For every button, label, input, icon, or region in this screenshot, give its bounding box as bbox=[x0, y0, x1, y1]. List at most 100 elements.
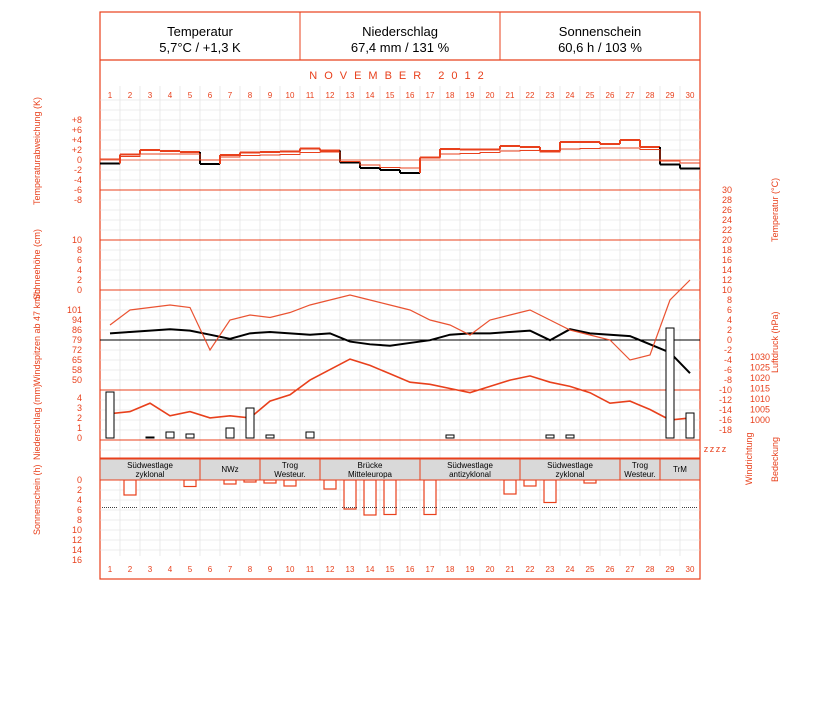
header-temperature-value: 5,7°C / +1,3 K bbox=[159, 40, 241, 55]
tick-temp-anomaly: -4 bbox=[74, 175, 82, 185]
precip-bar bbox=[685, 412, 695, 439]
series bbox=[100, 139, 700, 516]
tick-temp-anomaly: -8 bbox=[74, 195, 82, 205]
tick-precip: 4 bbox=[77, 393, 82, 403]
axis-ticks: +8+6+4+20-2-4-6-810864201019486797265585… bbox=[67, 115, 770, 565]
day-label: 16 bbox=[406, 91, 415, 100]
day-label: 27 bbox=[626, 91, 635, 100]
day-label: 3 bbox=[148, 565, 153, 574]
day-label: 17 bbox=[426, 565, 435, 574]
weather-type-label: Mitteleuropa bbox=[348, 470, 393, 479]
day-label: 8 bbox=[248, 91, 253, 100]
tick-temperature: 26 bbox=[722, 205, 732, 215]
tick-temperature: -16 bbox=[719, 415, 732, 425]
day-label: 10 bbox=[286, 565, 295, 574]
day-label: 15 bbox=[386, 91, 395, 100]
day-label: 5 bbox=[188, 565, 193, 574]
tick-wind: 94 bbox=[72, 315, 82, 325]
tick-pressure: 1015 bbox=[750, 384, 770, 394]
tick-temperature: 14 bbox=[722, 265, 732, 275]
header-precipitation-label: Niederschlag bbox=[362, 24, 438, 39]
day-label: 2 bbox=[128, 565, 133, 574]
day-label: 20 bbox=[486, 565, 495, 574]
axis-label-sunshine: Sonnenschein (h) bbox=[32, 464, 42, 535]
day-label: 19 bbox=[466, 91, 475, 100]
weather-type-label: zyklonal bbox=[556, 470, 585, 479]
tick-pressure: 1020 bbox=[750, 373, 770, 383]
tick-pressure: 1005 bbox=[750, 405, 770, 415]
tick-snow: 0 bbox=[77, 285, 82, 295]
tick-temperature: 0 bbox=[727, 335, 732, 345]
day-label: 25 bbox=[586, 565, 595, 574]
day-label: 7 bbox=[228, 91, 233, 100]
precip-bar bbox=[305, 431, 315, 439]
tick-temperature: -12 bbox=[719, 395, 732, 405]
day-label: 23 bbox=[546, 565, 555, 574]
tick-sunshine: 2 bbox=[77, 485, 82, 495]
day-label: 5 bbox=[188, 91, 193, 100]
axis-label-snow: Schneehöhe (cm) bbox=[32, 229, 42, 300]
tick-sunshine: 6 bbox=[77, 505, 82, 515]
day-label: 18 bbox=[446, 91, 455, 100]
tick-precip: 2 bbox=[77, 413, 82, 423]
axis-label-temperature: Temperatur (°C) bbox=[770, 178, 780, 242]
precip-bar bbox=[245, 407, 255, 439]
pressure-line bbox=[109, 358, 691, 421]
tick-wind-dir: z bbox=[704, 444, 709, 454]
tick-temperature: -8 bbox=[724, 375, 732, 385]
tick-wind: 50 bbox=[72, 375, 82, 385]
temperature-line bbox=[109, 279, 691, 361]
day-label: 22 bbox=[526, 565, 535, 574]
tick-snow: 2 bbox=[77, 275, 82, 285]
wind-gust-line bbox=[109, 328, 691, 374]
precip-bar bbox=[265, 434, 275, 439]
weather-type-box bbox=[659, 458, 701, 481]
tick-sunshine: 4 bbox=[77, 495, 82, 505]
tick-pressure: 1010 bbox=[750, 394, 770, 404]
tick-sunshine: 10 bbox=[72, 525, 82, 535]
sunshine-bar bbox=[423, 479, 437, 516]
day-label: 13 bbox=[346, 565, 355, 574]
tick-temperature: -4 bbox=[724, 355, 732, 365]
day-label: 18 bbox=[446, 565, 455, 574]
weather-type-label: Trog bbox=[632, 461, 648, 470]
precip-bar bbox=[165, 431, 175, 439]
day-label: 11 bbox=[306, 565, 315, 574]
weather-type-label: Südwestlage bbox=[547, 461, 593, 470]
sunshine-bar bbox=[223, 479, 237, 485]
precip-bar bbox=[445, 434, 455, 439]
tick-snow: 8 bbox=[77, 245, 82, 255]
tick-wind-dir: z bbox=[722, 444, 727, 454]
tick-sunshine: 14 bbox=[72, 545, 82, 555]
tick-precip: 0 bbox=[77, 433, 82, 443]
axis-label-precip: Niederschlag (mm) bbox=[32, 384, 42, 460]
weather-type-label: Südwestlage bbox=[447, 461, 493, 470]
precip-bar bbox=[145, 436, 155, 439]
precip-bar bbox=[105, 391, 115, 439]
day-label: 2 bbox=[128, 91, 133, 100]
header-temperature-label: Temperatur bbox=[167, 24, 233, 39]
tick-precip: 1 bbox=[77, 423, 82, 433]
tick-temperature: -6 bbox=[724, 365, 732, 375]
tick-temp-anomaly: +4 bbox=[72, 135, 82, 145]
day-label: 30 bbox=[686, 91, 695, 100]
day-label: 1 bbox=[108, 91, 113, 100]
tick-wind: 65 bbox=[72, 355, 82, 365]
day-label: 9 bbox=[268, 91, 273, 100]
day-label: 12 bbox=[326, 565, 335, 574]
tick-sunshine: 8 bbox=[77, 515, 82, 525]
day-label: 29 bbox=[666, 91, 675, 100]
day-label: 24 bbox=[566, 565, 575, 574]
day-label: 8 bbox=[248, 565, 253, 574]
sunshine-bar bbox=[343, 479, 357, 510]
tick-temperature: -14 bbox=[719, 405, 732, 415]
tick-pressure: 1000 bbox=[750, 415, 770, 425]
axis-label-wind: Windspitzen ab 47 km/h bbox=[32, 289, 42, 385]
day-label: 28 bbox=[646, 91, 655, 100]
day-label: 7 bbox=[228, 565, 233, 574]
precip-bar bbox=[565, 434, 575, 439]
day-label: 4 bbox=[168, 91, 173, 100]
month-title: NOVEMBER 2012 bbox=[309, 70, 490, 82]
tick-temperature: 18 bbox=[722, 245, 732, 255]
